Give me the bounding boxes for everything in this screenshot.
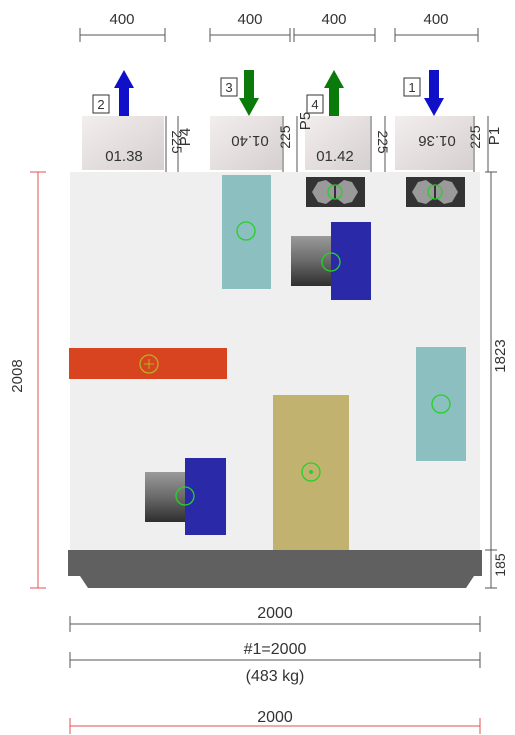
- heater-section: [69, 348, 227, 379]
- port-side-label: P1: [486, 127, 503, 145]
- top-width-3: 400: [321, 11, 346, 28]
- unit-base: [68, 550, 482, 588]
- port-box-4: [305, 116, 370, 170]
- small-dim: 225: [467, 125, 483, 149]
- port-box-3: [210, 116, 282, 170]
- port-badge: 3: [220, 77, 238, 97]
- bottom-dimensions: [69, 616, 481, 668]
- arrow-up-icon: [324, 70, 344, 116]
- left-height-dimension: [30, 171, 46, 589]
- base-height-label: 185: [492, 553, 508, 577]
- bottom-width-label: 2000: [257, 605, 293, 622]
- top-width-2: 400: [237, 11, 262, 28]
- port-side-dims: [165, 116, 489, 172]
- port-side-label: P4: [177, 128, 194, 146]
- coil-section: [273, 395, 349, 550]
- port-value: 01.40: [231, 132, 269, 149]
- top-width-1: 400: [109, 11, 134, 28]
- fan-section: [145, 458, 226, 535]
- arrow-down-icon: [239, 70, 259, 116]
- right-height-label: 1823: [492, 339, 509, 372]
- svg-text:2: 2: [97, 97, 104, 112]
- total-width-label: 2000: [257, 709, 293, 726]
- top-width-4: 400: [423, 11, 448, 28]
- port-value: 01.38: [105, 148, 143, 165]
- left-height-label: 2008: [9, 359, 26, 392]
- small-dim: 225: [375, 130, 391, 154]
- svg-text:1: 1: [408, 80, 415, 95]
- arrow-up-icon: [114, 70, 134, 116]
- port-badge: 4: [306, 94, 324, 114]
- top-dimensions: [79, 28, 479, 42]
- unit-weight-label: (483 kg): [246, 668, 305, 685]
- small-dim: 225: [169, 130, 185, 154]
- filter-section: [222, 175, 271, 289]
- port-side-label: P5: [297, 112, 314, 130]
- port-value: 01.42: [316, 148, 354, 165]
- port-value: 01.36: [418, 132, 456, 149]
- arrow-down-icon: [424, 70, 444, 116]
- unit-width-label: #1=2000: [244, 641, 307, 658]
- port-box-2: [82, 116, 164, 170]
- small-dim: 225: [277, 125, 293, 149]
- port-badge: 1: [403, 77, 421, 97]
- port-badge: 2: [92, 94, 110, 114]
- port-box-1: [395, 116, 473, 170]
- fan-section: [291, 222, 371, 300]
- fan-inlet: [406, 177, 465, 207]
- svg-text:4: 4: [311, 97, 318, 112]
- right-height-dimension: [485, 171, 497, 589]
- filter-section: [416, 347, 466, 461]
- total-width-dimension: [69, 718, 481, 734]
- fan-inlet: [306, 177, 365, 207]
- svg-text:3: 3: [225, 80, 232, 95]
